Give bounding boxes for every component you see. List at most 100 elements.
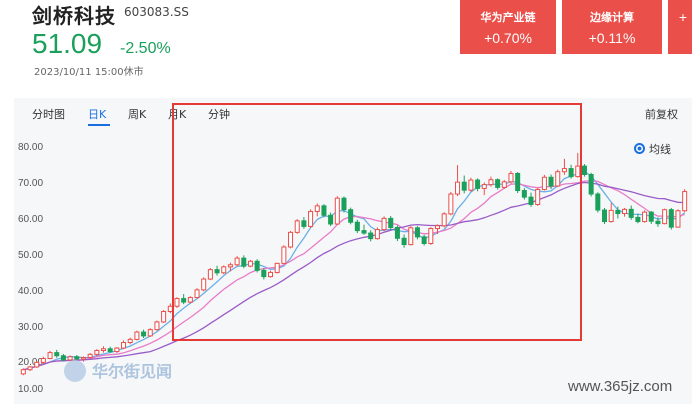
- candle-body: [461, 181, 467, 191]
- tab-weekly-k[interactable]: 周K: [128, 108, 147, 121]
- tab-daily-k[interactable]: 日K: [88, 108, 107, 121]
- candle-body: [20, 369, 26, 375]
- candle-body: [348, 209, 354, 223]
- candle-body: [154, 321, 160, 331]
- candle-body: [227, 264, 233, 268]
- candle-body: [588, 173, 594, 195]
- sector-change: +0.11%: [588, 30, 636, 46]
- candle-body: [34, 361, 40, 368]
- candle-body: [448, 193, 454, 215]
- watermark-logo-icon: [64, 360, 86, 382]
- candle-body: [141, 331, 147, 337]
- sector-card-huawei[interactable]: 华为产业链 +0.70%: [460, 0, 556, 54]
- candle-body: [655, 220, 661, 225]
- candle-body: [328, 214, 334, 225]
- y-tick-label: 40.00: [18, 286, 44, 297]
- candle-body: [642, 211, 648, 223]
- candle-body: [314, 205, 320, 212]
- candle-body: [635, 216, 641, 223]
- tab-minute[interactable]: 分钟: [208, 108, 230, 121]
- candle-body: [194, 289, 200, 299]
- candle-body: [668, 209, 674, 228]
- candle-body: [581, 165, 587, 175]
- candle-body: [308, 210, 314, 227]
- adjust-price-selector[interactable]: 前复权: [645, 108, 678, 121]
- candle-body: [294, 220, 300, 233]
- candle-body: [601, 209, 608, 223]
- ma5-line: [23, 170, 686, 371]
- candle-body: [267, 271, 274, 278]
- candle-body: [334, 197, 340, 225]
- candle-body: [528, 196, 534, 205]
- candle-body: [475, 179, 481, 189]
- candle-body: [301, 220, 307, 227]
- candle-body: [134, 331, 140, 340]
- market-timestamp: 2023/10/11 15:00休市: [34, 67, 144, 78]
- candle-body: [374, 229, 380, 240]
- candle-body: [288, 231, 294, 248]
- candle-body: [561, 168, 567, 173]
- sector-name: 边缘计算: [590, 11, 634, 24]
- chart-panel: 分时图 日K 周K 月K 分钟 前复权: [14, 98, 692, 404]
- candle-body: [80, 356, 86, 360]
- y-tick-label: 60.00: [18, 214, 44, 225]
- candle-body: [541, 176, 547, 190]
- candle-body: [274, 262, 280, 273]
- candle-body: [114, 347, 120, 353]
- stock-name: 剑桥科技: [32, 4, 116, 28]
- y-tick-label: 20.00: [18, 357, 44, 368]
- candle-body: [515, 172, 521, 192]
- candle-body: [535, 188, 541, 205]
- y-tick-label: 80.00: [18, 142, 44, 153]
- candle-body: [54, 352, 60, 357]
- candle-body: [181, 298, 187, 303]
- candle-body: [321, 205, 327, 216]
- y-tick-label: 70.00: [18, 178, 44, 189]
- candle-body: [241, 257, 247, 267]
- candle-body: [408, 227, 414, 246]
- radio-selected-icon[interactable]: [634, 143, 645, 154]
- candle-body: [381, 217, 387, 231]
- candle-body: [341, 197, 347, 211]
- candle-body: [147, 329, 153, 337]
- y-tick-label: 10.00: [18, 384, 44, 395]
- sector-card-partial[interactable]: +: [668, 0, 692, 54]
- candle-body: [595, 193, 601, 211]
- candle-body: [107, 348, 113, 353]
- candle-body: [87, 353, 93, 358]
- candle-body: [214, 269, 220, 274]
- candle-body: [40, 358, 46, 363]
- candle-body: [247, 260, 253, 267]
- y-tick-label: 50.00: [18, 250, 44, 261]
- sector-change: +: [678, 9, 688, 25]
- candle-body: [234, 257, 240, 266]
- candle-body: [74, 356, 80, 360]
- candle-body: [281, 246, 287, 264]
- active-tab-indicator: [88, 124, 110, 126]
- candle-body: [555, 171, 561, 187]
- current-price: 51.09: [32, 28, 103, 59]
- candle-body: [662, 209, 668, 225]
- candle-body: [60, 355, 66, 361]
- candle-body: [100, 348, 107, 352]
- candle-body: [455, 181, 461, 195]
- candle-body: [388, 217, 394, 228]
- candle-body: [201, 278, 207, 291]
- candle-body: [368, 232, 374, 240]
- candle-body: [361, 230, 367, 234]
- candle-body: [167, 305, 173, 312]
- stock-code: 603083.SS: [124, 5, 189, 19]
- candle-body: [521, 190, 527, 198]
- sector-card-edge-computing[interactable]: 边缘计算 +0.11%: [562, 0, 662, 54]
- candle-body: [488, 179, 494, 186]
- candle-body: [548, 176, 554, 187]
- candle-body: [207, 269, 213, 280]
- candle-body: [615, 209, 621, 215]
- ma-legend[interactable]: 均线: [634, 141, 671, 157]
- ma10-line: [23, 180, 685, 371]
- tab-intraday[interactable]: 分时图: [32, 108, 65, 121]
- candle-body: [468, 179, 474, 191]
- candle-body: [414, 227, 420, 238]
